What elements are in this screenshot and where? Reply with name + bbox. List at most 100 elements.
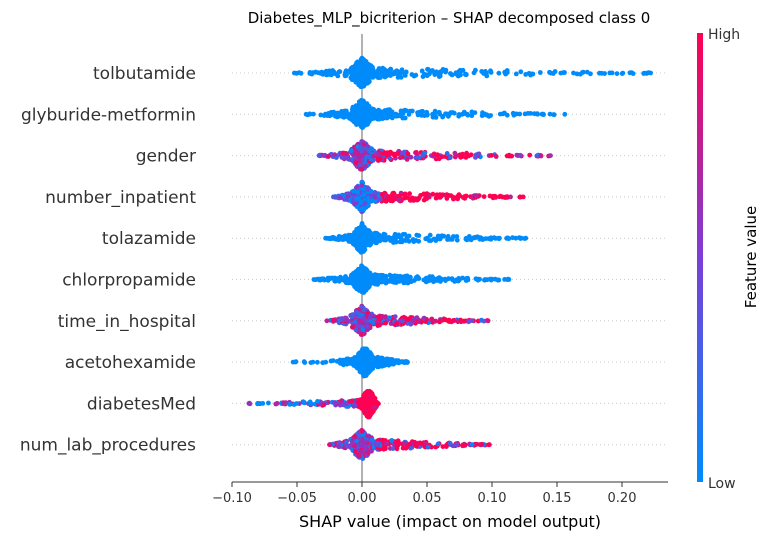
shap-point bbox=[394, 446, 400, 452]
shap-point bbox=[331, 236, 337, 241]
shap-point bbox=[580, 70, 585, 75]
shap-point bbox=[421, 315, 427, 321]
shap-point bbox=[362, 121, 368, 127]
shap-point bbox=[361, 207, 367, 213]
shap-point bbox=[552, 69, 558, 74]
feature-label: gender bbox=[136, 147, 196, 167]
x-tick-label: −0.10 bbox=[212, 491, 252, 506]
shap-point bbox=[539, 111, 545, 117]
shap-point bbox=[463, 72, 469, 78]
shap-point bbox=[356, 453, 362, 459]
shap-point bbox=[361, 349, 366, 355]
shap-point bbox=[358, 200, 364, 206]
shap-point bbox=[517, 194, 523, 200]
shap-point bbox=[411, 73, 417, 79]
shap-point bbox=[614, 71, 620, 76]
shap-point bbox=[403, 274, 409, 279]
shap-point bbox=[378, 156, 383, 162]
shap-point bbox=[527, 152, 533, 158]
shap-point bbox=[419, 441, 425, 446]
shap-point bbox=[535, 111, 540, 117]
shap-point bbox=[339, 398, 344, 403]
shap-point bbox=[548, 153, 553, 159]
shap-point bbox=[353, 116, 359, 122]
shap-point bbox=[365, 433, 370, 439]
shap-point bbox=[301, 359, 307, 365]
shap-point bbox=[473, 193, 479, 198]
shap-point bbox=[488, 153, 494, 158]
shap-point bbox=[303, 111, 309, 117]
shap-point bbox=[386, 235, 392, 241]
shap-point bbox=[454, 442, 460, 447]
shap-point bbox=[365, 283, 371, 289]
shap-point bbox=[641, 71, 647, 76]
shap-point bbox=[344, 151, 349, 157]
shap-point bbox=[358, 121, 364, 126]
shap-point bbox=[364, 412, 369, 417]
shap-point bbox=[437, 73, 443, 79]
shap-point bbox=[415, 274, 420, 279]
shap-point bbox=[437, 236, 443, 242]
colorbar bbox=[697, 33, 703, 482]
shap-point bbox=[487, 193, 493, 199]
shap-point bbox=[365, 185, 370, 191]
row-gridlines bbox=[232, 72, 668, 446]
shap-point bbox=[523, 72, 529, 77]
feature-row-points bbox=[327, 427, 492, 461]
shap-point bbox=[348, 148, 354, 153]
feature-row-points bbox=[324, 303, 491, 337]
shap-point bbox=[351, 192, 357, 198]
shap-point bbox=[382, 67, 388, 72]
shap-point bbox=[395, 441, 401, 447]
shap-point bbox=[393, 111, 399, 117]
shap-points bbox=[246, 55, 653, 461]
shap-point bbox=[435, 152, 440, 158]
shap-point bbox=[361, 103, 367, 109]
shap-point bbox=[495, 277, 501, 283]
shap-point bbox=[425, 66, 430, 72]
shap-point bbox=[446, 317, 452, 323]
shap-point bbox=[447, 155, 453, 161]
shap-point bbox=[379, 192, 385, 197]
shap-point bbox=[491, 235, 497, 241]
feature-row-points bbox=[331, 179, 526, 215]
shap-point bbox=[399, 237, 405, 243]
feature-label: tolazamide bbox=[102, 229, 196, 249]
shap-point bbox=[367, 239, 373, 245]
shap-point bbox=[404, 157, 410, 162]
shap-point bbox=[513, 71, 519, 77]
shap-point bbox=[400, 232, 406, 237]
shap-point bbox=[368, 412, 374, 417]
shap-point bbox=[454, 237, 460, 243]
shap-point bbox=[487, 276, 493, 282]
shap-point bbox=[281, 400, 286, 406]
shap-point bbox=[414, 232, 420, 238]
shap-point bbox=[463, 193, 469, 199]
shap-point bbox=[396, 197, 402, 203]
shap-point bbox=[335, 276, 341, 281]
shap-point bbox=[402, 115, 408, 121]
shap-point bbox=[365, 355, 370, 361]
shap-point bbox=[469, 442, 475, 447]
shap-point bbox=[416, 319, 422, 324]
shap-point bbox=[350, 66, 356, 72]
shap-point bbox=[362, 200, 368, 206]
shap-point bbox=[389, 438, 395, 443]
shap-point bbox=[364, 154, 370, 159]
shap-point bbox=[488, 70, 494, 75]
shap-point bbox=[530, 71, 536, 77]
shap-point bbox=[431, 236, 437, 242]
shap-point bbox=[337, 195, 343, 200]
shap-point bbox=[360, 125, 365, 130]
shap-point bbox=[354, 310, 360, 315]
shap-point bbox=[395, 151, 401, 157]
shap-point bbox=[558, 70, 564, 76]
shap-point bbox=[361, 284, 367, 290]
shap-point bbox=[353, 79, 359, 85]
shap-point bbox=[416, 155, 422, 161]
shap-point bbox=[407, 196, 412, 201]
shap-point bbox=[366, 79, 372, 85]
shap-point bbox=[361, 192, 367, 197]
shap-point bbox=[331, 194, 336, 200]
shap-point bbox=[432, 318, 438, 324]
